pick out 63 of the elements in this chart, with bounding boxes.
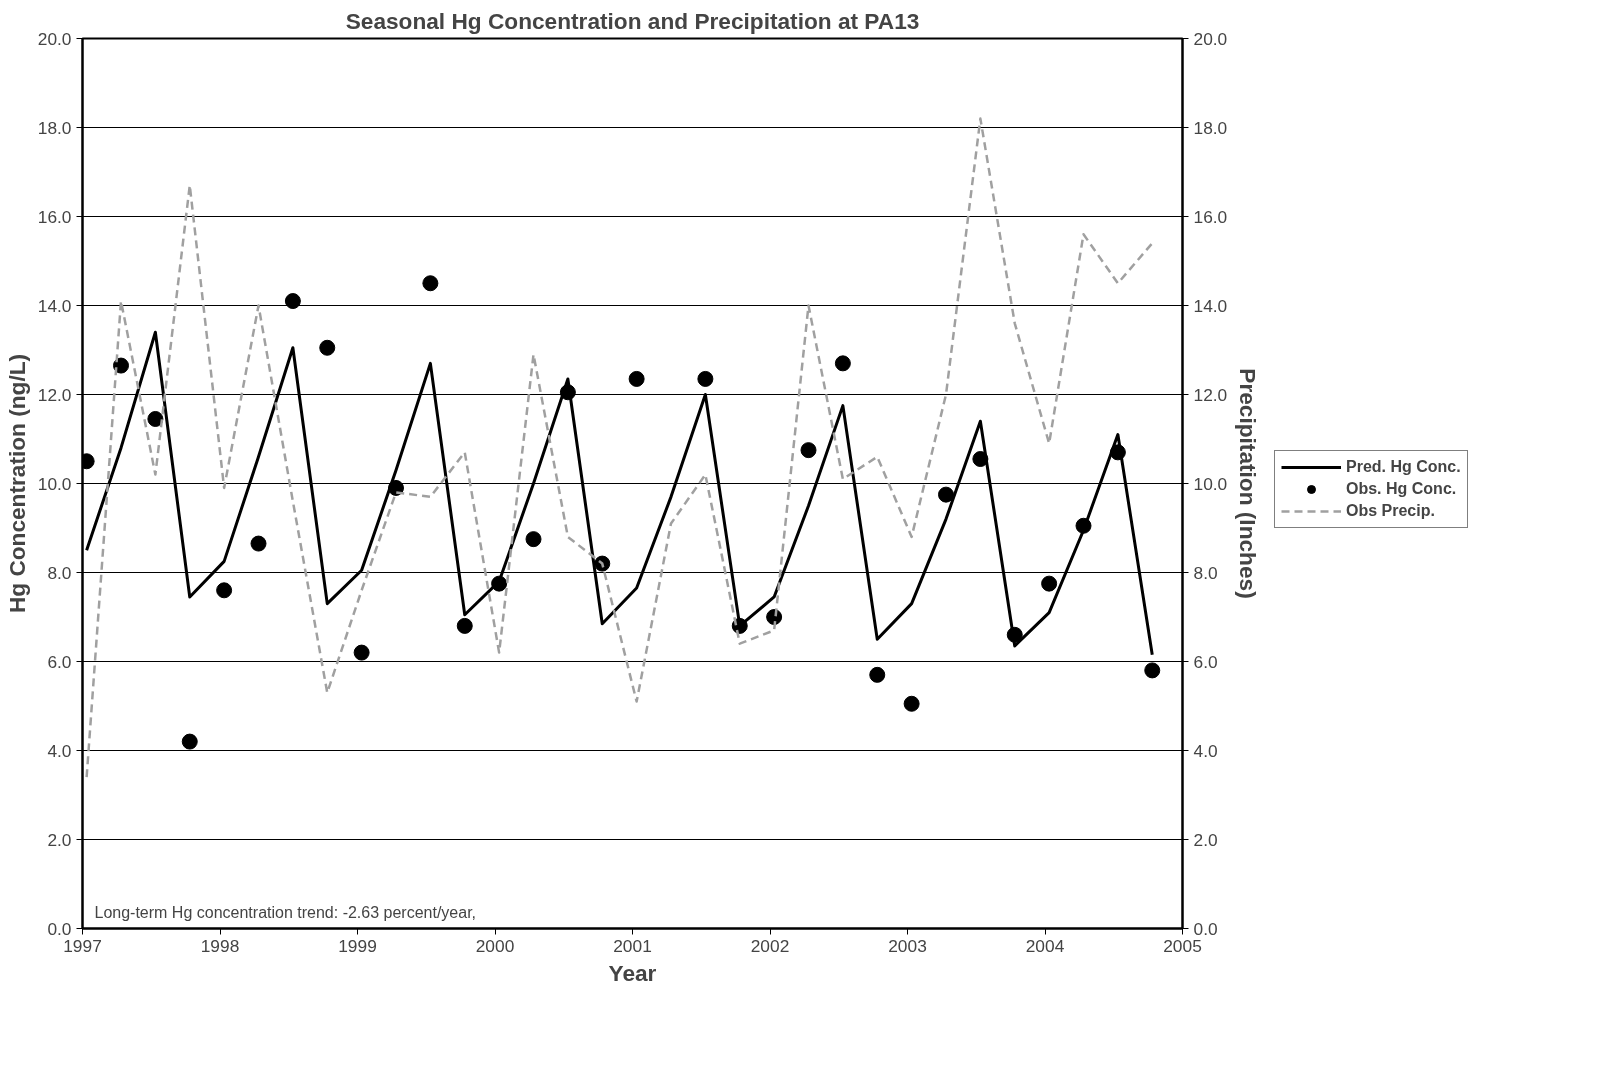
point xyxy=(388,479,404,496)
y-tick-label: 6.0 xyxy=(47,651,72,672)
point xyxy=(559,384,576,401)
point xyxy=(250,535,267,552)
point xyxy=(525,531,542,548)
chart-title: Seasonal Hg Concentration and Precipitation at PA13 xyxy=(345,7,920,34)
y-tick-label: 16.0 xyxy=(37,206,72,227)
point xyxy=(938,486,954,503)
y-tick-label: 4.0 xyxy=(47,740,72,761)
point xyxy=(1006,626,1023,643)
x-tick-label: 2000 xyxy=(475,935,515,956)
y2-tick-label: 4.0 xyxy=(1193,740,1218,761)
point xyxy=(1075,517,1092,534)
y-tick-label: 12.0 xyxy=(37,384,72,405)
x-tick-label: 2002 xyxy=(750,935,790,956)
y2-tick-label: 10.0 xyxy=(1193,473,1228,494)
annotation: Long-term Hg concentration trend: -2.63 percent/year, xyxy=(94,903,477,921)
point xyxy=(147,410,164,427)
point xyxy=(972,451,989,468)
legend-label: Pred. Hg Conc. xyxy=(1346,458,1461,476)
point xyxy=(628,370,645,387)
point xyxy=(181,733,198,750)
y-tick-label: 18.0 xyxy=(37,117,72,138)
point xyxy=(113,357,129,374)
y2-tick-label: 16.0 xyxy=(1193,206,1228,227)
y2-tick-label: 2.0 xyxy=(1193,829,1218,850)
y-tick-label: 8.0 xyxy=(47,562,72,583)
y2-axis-title: Precipitation (Inches) xyxy=(1235,368,1262,599)
line-series xyxy=(85,117,1154,779)
y-tick-label: 14.0 xyxy=(37,295,72,316)
point xyxy=(800,442,817,459)
point xyxy=(834,355,851,372)
legend-label: Obs. Hg Conc. xyxy=(1346,480,1457,498)
point xyxy=(1041,575,1058,592)
x-tick-label: 2004 xyxy=(1025,935,1065,956)
y2-tick-label: 8.0 xyxy=(1193,562,1218,583)
point xyxy=(353,644,370,661)
y2-tick-label: 6.0 xyxy=(1193,651,1218,672)
point xyxy=(491,575,508,592)
point xyxy=(319,339,336,356)
legend-label: Obs Precip. xyxy=(1346,502,1435,520)
y2-tick-label: 12.0 xyxy=(1193,384,1228,405)
point xyxy=(422,275,439,292)
point xyxy=(869,666,886,683)
point xyxy=(1109,444,1126,461)
y2-tick-label: 20.0 xyxy=(1193,28,1228,49)
y2-tick-label: 14.0 xyxy=(1193,295,1228,316)
point xyxy=(456,617,473,634)
x-tick-label: 1999 xyxy=(338,935,377,956)
point xyxy=(216,582,233,599)
x-axis-title: Year xyxy=(608,959,657,986)
x-tick-label: 1998 xyxy=(200,935,240,956)
x-tick-label: 2003 xyxy=(888,935,927,956)
y2-tick-label: 18.0 xyxy=(1193,117,1228,138)
point xyxy=(903,695,920,712)
y-axis-title: Hg Concentration (ng/L) xyxy=(3,353,30,614)
point xyxy=(1144,662,1161,679)
y-tick-label: 20.0 xyxy=(37,28,72,49)
point xyxy=(284,293,301,310)
y-tick-label: 10.0 xyxy=(37,473,72,494)
x-tick-label: 2001 xyxy=(613,935,652,956)
point xyxy=(697,370,714,387)
y-tick-label: 2.0 xyxy=(47,829,72,850)
